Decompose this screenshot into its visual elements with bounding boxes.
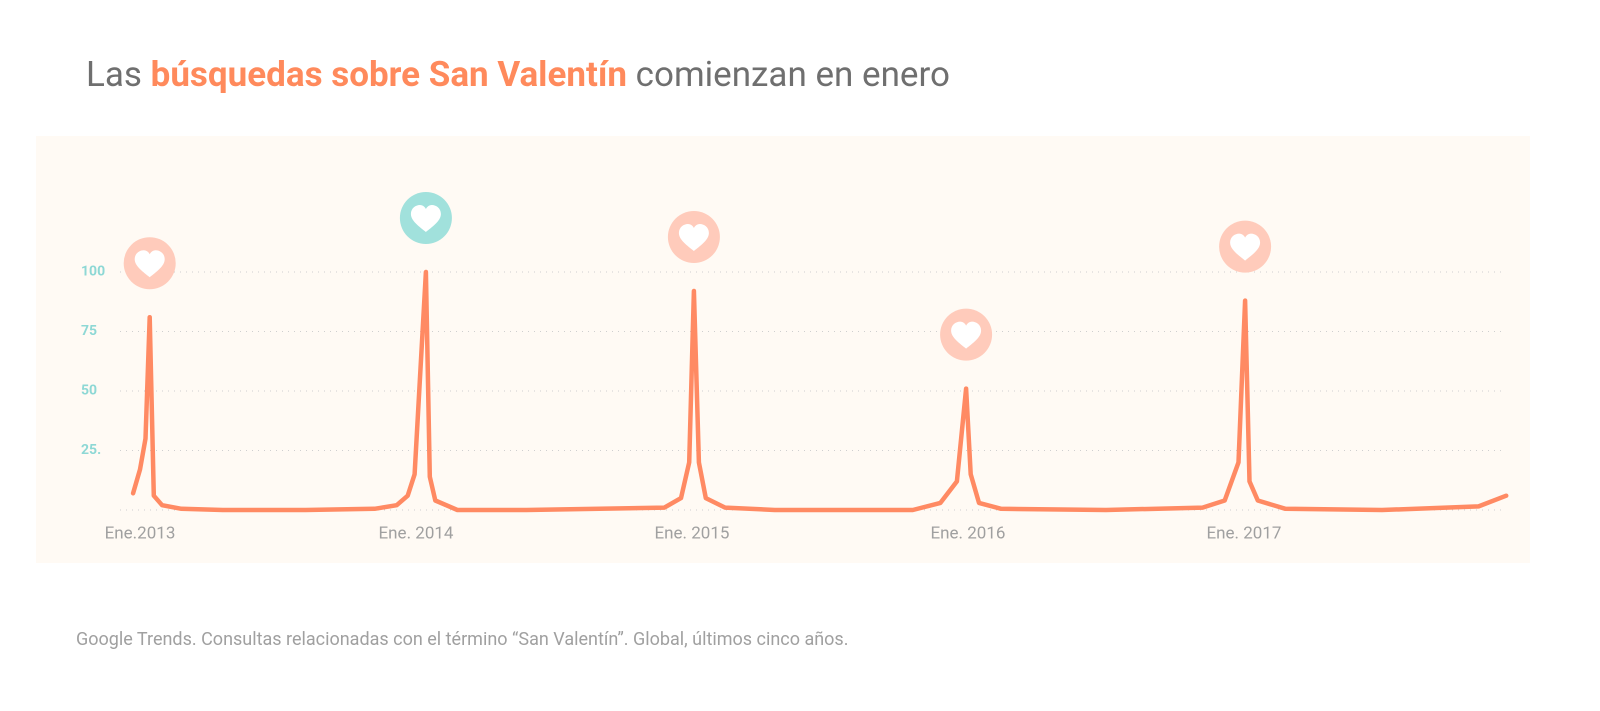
trend-line xyxy=(130,269,1509,513)
y-tick-label: 100 xyxy=(81,264,105,280)
chart-title: Las búsquedas sobre San Valentín comienz… xyxy=(86,54,950,95)
title-highlight: búsquedas sobre San Valentín xyxy=(151,54,627,95)
heart-marker xyxy=(667,211,720,263)
plot-panel xyxy=(36,136,1530,563)
y-tick-label: 50 xyxy=(81,383,97,399)
heart-marker xyxy=(399,192,452,244)
heart-icon xyxy=(1230,233,1261,261)
x-tick-label: Ene. 2016 xyxy=(930,523,1005,543)
y-tick-label: 25. xyxy=(81,442,101,458)
y-tick-label: 75 xyxy=(81,323,97,339)
heart-icon xyxy=(678,224,709,251)
heart-icon xyxy=(951,321,982,349)
x-tick-label: Ene. 2014 xyxy=(379,523,454,543)
heart-marker xyxy=(123,237,176,290)
heart-marker xyxy=(940,308,993,361)
heart-icon xyxy=(134,250,165,278)
title-text: comienzan en enero xyxy=(627,54,950,95)
title-text: Las xyxy=(86,54,151,95)
x-tick-label: Ene. 2017 xyxy=(1206,523,1281,543)
x-tick-label: Ene. 2015 xyxy=(654,523,729,543)
source-note: Google Trends. Consultas relacionadas co… xyxy=(76,629,848,650)
heart-icon xyxy=(410,205,441,232)
heart-marker xyxy=(1219,220,1272,273)
x-tick-label: Ene.2013 xyxy=(105,523,176,543)
